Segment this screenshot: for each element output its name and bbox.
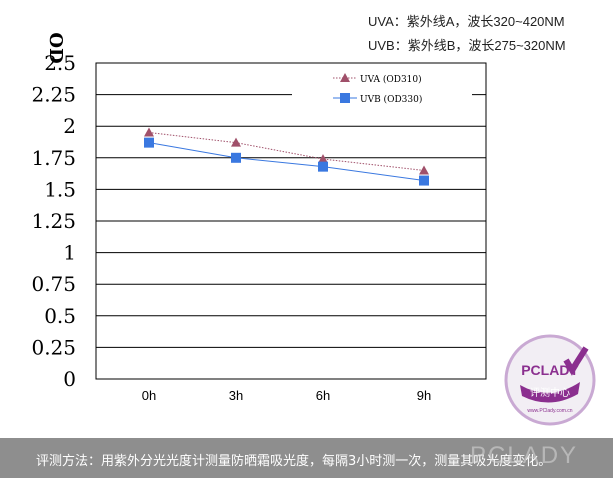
series-line-uvb [148,142,425,182]
y-axis-label: OD [45,32,66,63]
footer-bar: 评测方法：用紫外分光光度计测量防晒霜吸光度，每隔3小时测一次，测量其吸光度变化。… [0,438,613,478]
x-tick-label: 9h [417,388,431,403]
x-tick-label: 3h [229,388,243,403]
line-chart: 0 0.25 0.5 0.75 1 1.25 1.5 1.75 2 2.25 2.5 0h 3h 6h 9… [31,32,487,403]
data-point [419,165,429,175]
legend-label: UVA (OD310) [360,74,422,85]
legend-box [292,66,472,116]
data-point [231,137,241,147]
data-point [144,127,154,137]
uva-note: UVA：紫外线A，波长320~420NM [368,14,565,29]
checkmark-icon [563,346,589,376]
y-tick-label: 0.5 [44,304,76,328]
y-tick-label: 1.25 [31,209,76,233]
badge-subtitle: 评测中心 [530,386,570,399]
badge-ribbon [520,382,580,403]
y-tick-label: 2 [63,114,76,138]
data-point [419,175,429,186]
y-tick-label: 1.75 [31,146,76,170]
y-tick-label: 2.5 [44,51,76,75]
badge-circle [504,334,596,426]
data-point [318,154,328,164]
uvb-note: UVB：紫外线B，波长275~320NM [368,38,566,53]
footer-watermark: PCLADY [470,442,579,469]
y-tick-label: 2.25 [31,83,76,107]
footer-method-text: 评测方法：用紫外分光光度计测量防晒霜吸光度，每隔3小时测一次，测量其吸光度变化。 [36,454,552,469]
pclady-badge: PCLADY 评测中心 www.PClady.com.cn [504,334,596,426]
y-tick-label: 0 [63,367,76,391]
badge-title: PCLADY [521,362,579,378]
legend-marker [340,73,350,82]
legend-marker [340,93,350,103]
legend-label: UVB (OD330) [360,94,422,105]
x-tick-label: 6h [316,388,330,403]
data-point [318,161,328,172]
data-point [231,152,241,163]
y-tick-label: 1.5 [44,177,76,201]
y-tick-label: 0.75 [31,272,76,296]
wavelength-notes: UVA：紫外线A，波长320~420NM UVB：紫外线B，波长275~320N… [368,10,566,58]
x-tick-label: 0h [142,388,156,403]
y-tick-label: 1 [63,241,76,265]
data-point [144,137,154,148]
y-tick-label: 0.25 [31,335,76,359]
badge-url: www.PClady.com.cn [527,408,572,414]
